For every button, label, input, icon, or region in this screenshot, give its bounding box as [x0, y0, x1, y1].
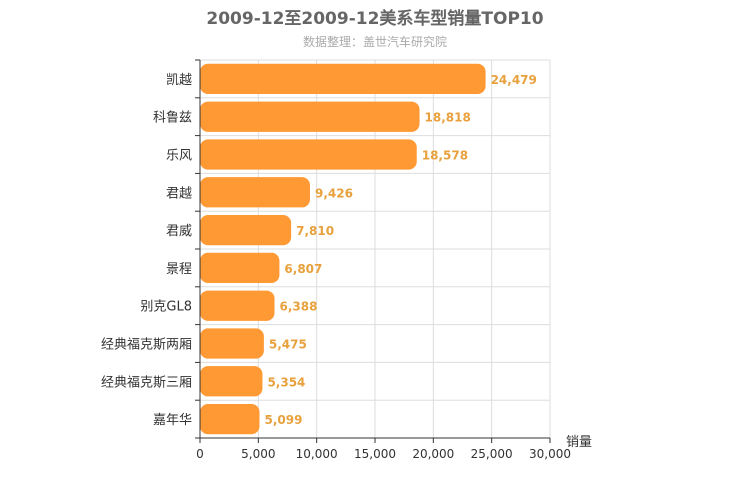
category-label: 乐风	[166, 149, 192, 164]
category-label: 君越	[166, 186, 192, 201]
category-label: 嘉年华	[153, 413, 192, 428]
bar[interactable]	[200, 403, 260, 435]
bar-value-label: 6,388	[280, 300, 318, 314]
x-tick-label: 0	[196, 447, 204, 461]
chart-subtitle: 数据整理：盖世汽车研究院	[303, 34, 447, 49]
bars: 24,479 18,818 18,578 9,426 7,810 6,807 6,388 5,…	[200, 63, 537, 435]
bar[interactable]	[200, 290, 275, 321]
bar-value-label: 24,479	[491, 73, 537, 87]
bar-value-label: 7,810	[296, 224, 334, 238]
bar-value-label: 5,099	[264, 413, 302, 427]
x-tick-label: 25,000	[471, 447, 513, 461]
category-label: 别克GL8	[140, 300, 192, 315]
bar-value-label: 5,354	[267, 375, 305, 389]
bar[interactable]	[200, 214, 292, 246]
bar[interactable]	[200, 328, 264, 359]
category-label: 景程	[166, 262, 192, 277]
x-axis-title: 销量	[566, 435, 592, 450]
x-tick-label: 5,000	[241, 447, 275, 461]
bar-value-label: 18,818	[425, 111, 471, 125]
bar[interactable]	[200, 139, 417, 170]
bar-value-label: 6,807	[284, 262, 322, 276]
category-label: 经典福克斯两厢	[101, 338, 192, 353]
category-label: 君威	[166, 224, 192, 239]
bar[interactable]	[200, 177, 310, 208]
bar[interactable]	[200, 252, 280, 284]
category-label: 凯越	[166, 73, 192, 88]
category-label: 科鲁兹	[153, 111, 192, 126]
x-tick-label: 30,000	[529, 447, 571, 461]
bar[interactable]	[200, 101, 420, 132]
bar-value-label: 18,578	[422, 149, 468, 163]
x-tick-label: 20,000	[412, 447, 454, 461]
x-tick-label: 10,000	[296, 447, 338, 461]
bar-value-label: 9,426	[315, 186, 353, 200]
bar[interactable]	[200, 63, 486, 95]
bar[interactable]	[200, 366, 263, 397]
category-label: 经典福克斯三厢	[101, 375, 192, 390]
bar-value-label: 5,475	[269, 338, 307, 352]
x-tick-label: 15,000	[354, 447, 396, 461]
chart-title: 2009-12至2009-12美系车型销量TOP10	[206, 8, 543, 29]
